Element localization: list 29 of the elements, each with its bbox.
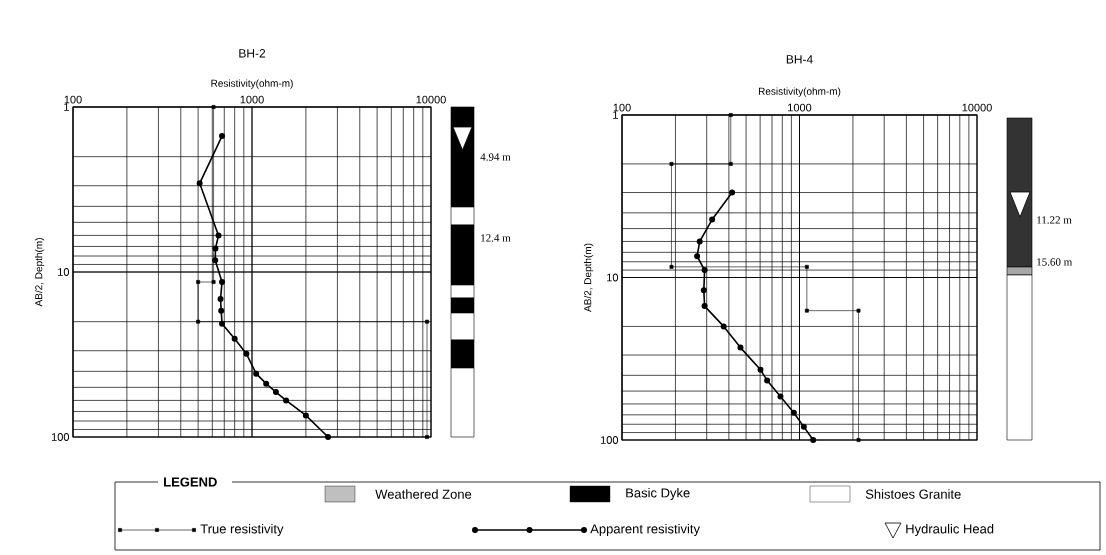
y-tick-label: 10 [607, 273, 619, 282]
text: 15.60 m [1037, 258, 1073, 266]
x-tick-label: 10000 [962, 103, 992, 112]
x-tick-label: 1000 [240, 95, 264, 104]
text: Shistoes Granite [865, 489, 961, 499]
text: Hydraulic Head [906, 523, 994, 537]
x-tick-label: 100 [64, 95, 82, 104]
x-axis-title: Resistivity(ohm-m) [758, 87, 841, 97]
x-tick-label: 1000 [788, 103, 812, 112]
text: LEGEND [164, 477, 217, 487]
legend-label: Apparent resistivity [590, 523, 700, 537]
text: 4.94 m [480, 153, 511, 161]
chart-title: BH-4 [786, 55, 813, 64]
y-tick-label: 1 [613, 111, 618, 119]
chart-title: BH-2 [239, 49, 266, 58]
y-tick-label: 100 [600, 436, 619, 444]
x-axis-title: Resistivity(ohm-m) [211, 79, 293, 89]
y-axis-title: AB/2, Depth(m) [583, 243, 594, 312]
y-tick-label: 100 [51, 433, 70, 441]
x-tick-label: 100 [613, 103, 631, 112]
legend-label: True resistivity [200, 523, 284, 537]
y-tick-label: 1 [64, 103, 69, 111]
text: 11.22 m [1037, 216, 1072, 224]
text: 12.4 m [481, 234, 511, 242]
y-axis-title: AB/2, Depth(m) [34, 238, 45, 307]
y-tick-label: 10 [58, 268, 70, 276]
text: Weathered Zone [375, 489, 472, 499]
x-tick-label: 10000 [416, 95, 446, 104]
text: Basic Dyke [626, 487, 690, 501]
